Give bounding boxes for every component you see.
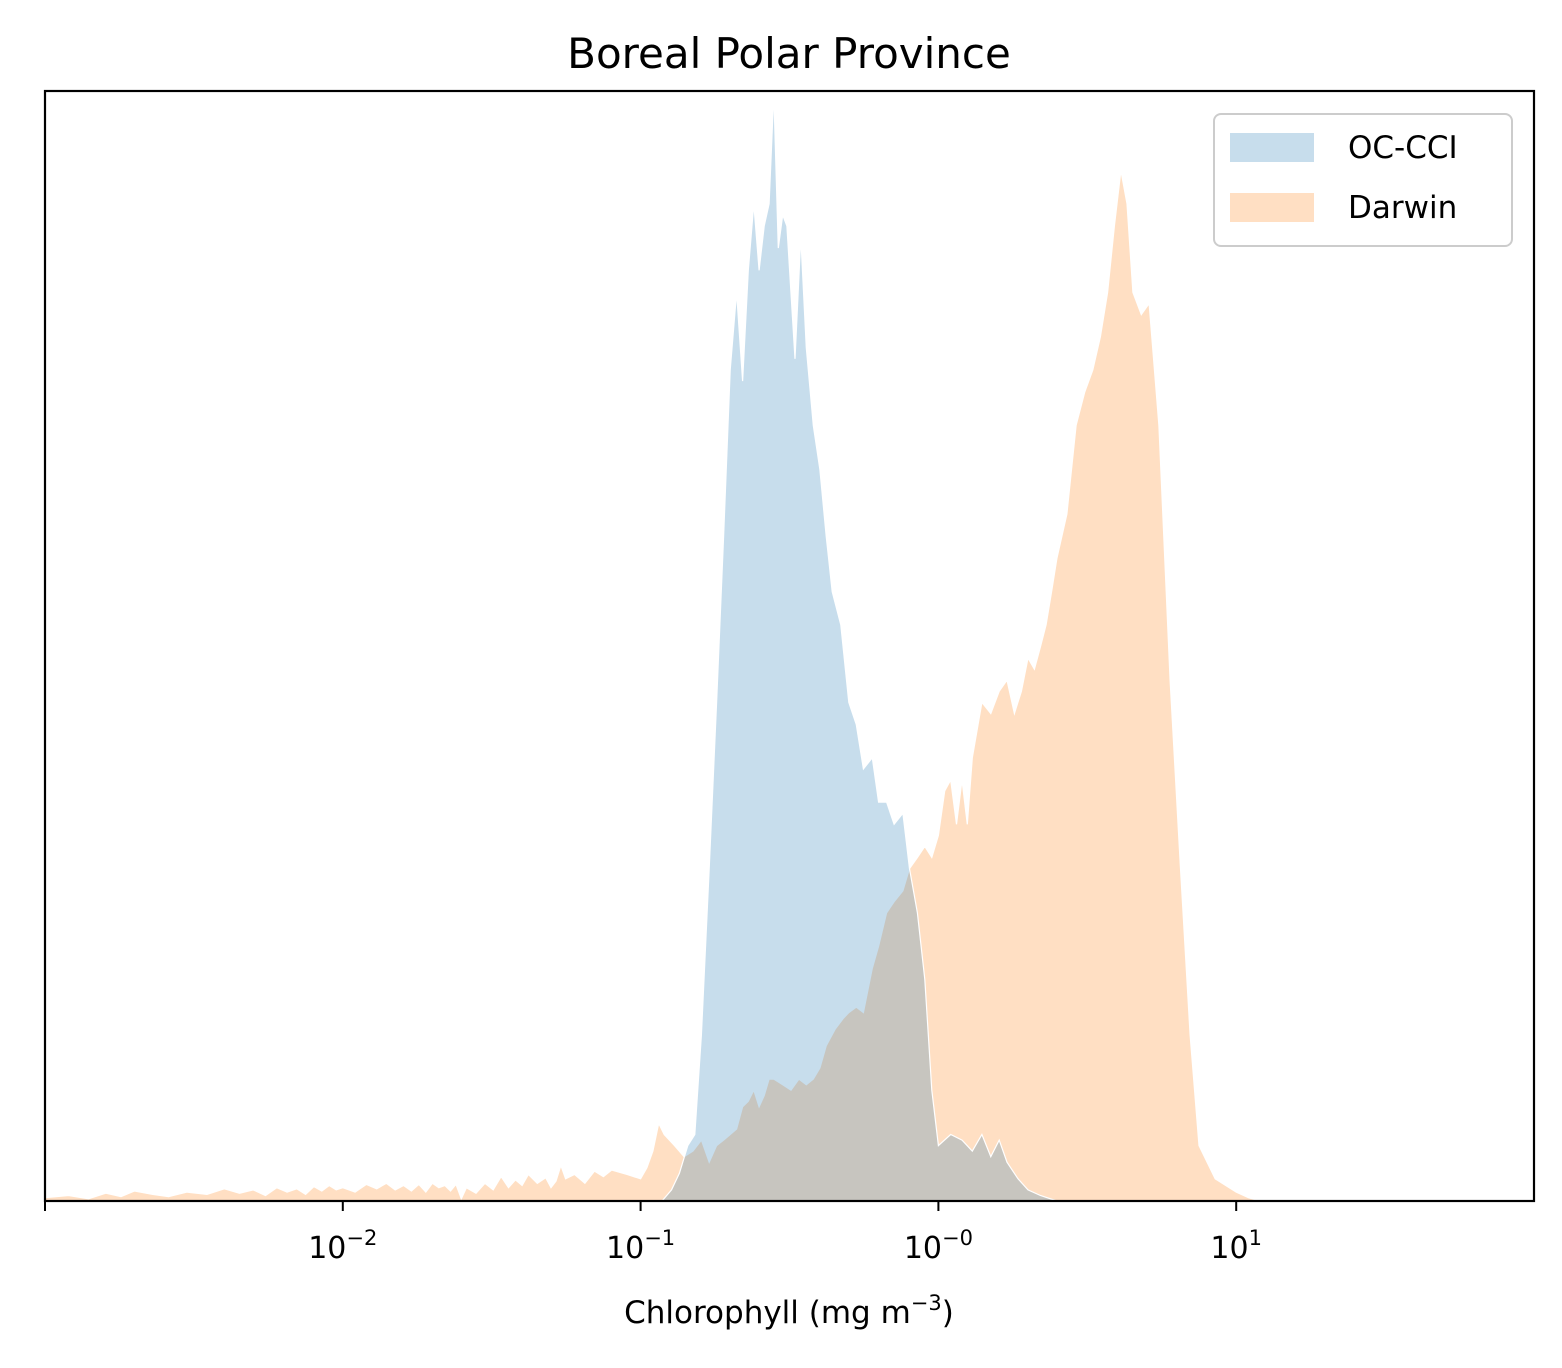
legend-label-darwin: Darwin [1348,190,1457,226]
x-tick-label: 10−1 [606,1226,675,1266]
x-tick-label: 101 [1210,1226,1262,1266]
x-axis-label-sup: −3 [911,1291,942,1315]
x-tick-label: 10−2 [308,1226,377,1266]
plot-frame [43,89,1536,1203]
x-axis-label-suffix: ) [942,1295,954,1331]
series-layer [45,92,1260,1201]
legend-label-oc-cci: OC-CCI [1348,130,1458,166]
legend: OC-CCI Darwin [1213,113,1513,247]
x-axis-label-main: Chlorophyll (mg m [624,1295,911,1331]
legend-frame [1213,113,1513,247]
x-axis-ticks: 10−2 10−1 10−0 101 [44,1201,1262,1266]
legend-swatch-oc-cci [1230,133,1314,162]
plot-area: 10−2 10−1 10−0 101 [43,89,1536,1266]
chart-title: Boreal Polar Province [567,29,1011,78]
area-series-oc-cci [661,92,1058,1201]
legend-swatch-darwin [1230,193,1314,222]
x-axis-label: Chlorophyll (mg m−3) [624,1291,954,1331]
area-series-darwin [45,170,1260,1201]
x-tick-label: 10−0 [904,1226,973,1266]
